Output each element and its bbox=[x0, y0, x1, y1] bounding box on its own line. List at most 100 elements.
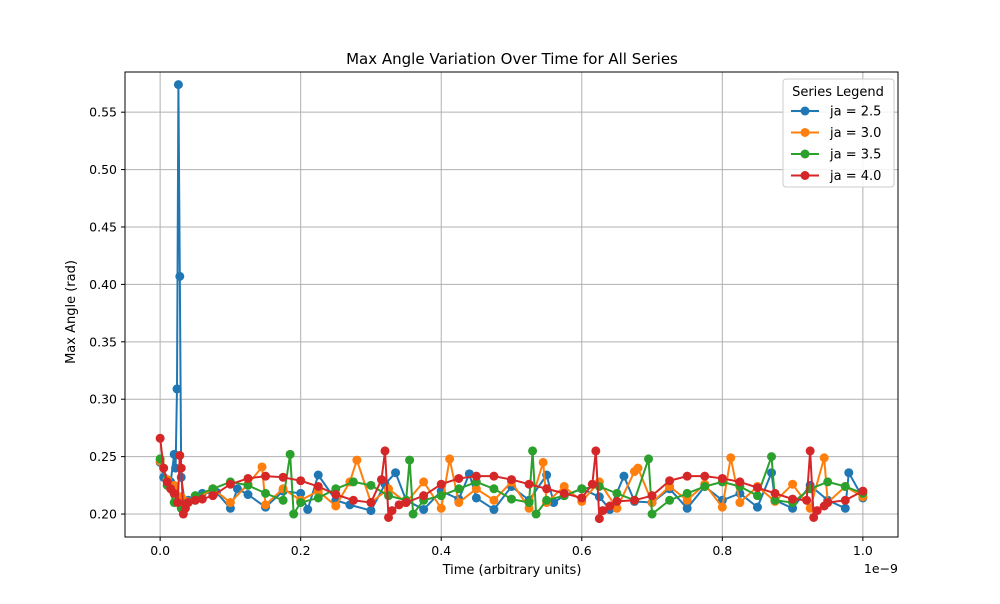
legend-entries: ja = 2.5 ja = 3.0 ja = 3.5 ja = 4.0 bbox=[791, 105, 881, 184]
data-point bbox=[261, 500, 271, 510]
data-point bbox=[380, 446, 390, 456]
data-point bbox=[770, 495, 780, 505]
legend-marker bbox=[800, 149, 810, 159]
data-point bbox=[169, 488, 179, 498]
grid-lines bbox=[125, 72, 898, 537]
data-point bbox=[629, 495, 639, 505]
y-axis-ticks: 0.20 0.25 0.30 0.35 0.40 0.45 0.50 0.55 bbox=[89, 105, 125, 522]
data-point bbox=[175, 271, 185, 281]
data-point bbox=[594, 492, 604, 502]
data-point bbox=[549, 498, 559, 508]
legend-box bbox=[782, 78, 895, 188]
data-point bbox=[394, 500, 404, 510]
data-point bbox=[190, 495, 200, 505]
y-tick-label: 0.25 bbox=[89, 449, 117, 464]
legend-title: Series Legend bbox=[792, 85, 884, 100]
data-point bbox=[752, 502, 762, 512]
data-point bbox=[155, 433, 165, 443]
data-point bbox=[454, 473, 464, 483]
legend: Series Legend ja = 2.5ja = 3.0ja = 3.5ja… bbox=[782, 78, 895, 188]
data-point bbox=[531, 509, 541, 519]
data-point bbox=[612, 496, 622, 506]
data-point bbox=[598, 506, 608, 516]
data-point bbox=[665, 495, 675, 505]
data-point bbox=[387, 506, 397, 516]
data-point bbox=[454, 484, 464, 494]
x-tick-label: 0.4 bbox=[431, 543, 451, 558]
data-point bbox=[352, 455, 362, 465]
data-point bbox=[419, 477, 429, 487]
data-point bbox=[682, 471, 692, 481]
data-point bbox=[682, 503, 692, 513]
data-point bbox=[331, 490, 341, 500]
data-point bbox=[767, 468, 777, 478]
data-point bbox=[278, 495, 288, 505]
data-point bbox=[770, 488, 780, 498]
data-point bbox=[289, 509, 299, 519]
data-point bbox=[173, 80, 183, 90]
data-point bbox=[612, 488, 622, 498]
data-point bbox=[348, 495, 358, 505]
data-point bbox=[823, 477, 833, 487]
data-point bbox=[208, 484, 218, 494]
data-point bbox=[159, 463, 169, 473]
x-tick-label: 0.2 bbox=[291, 543, 311, 558]
data-point bbox=[802, 495, 812, 505]
plot-frame bbox=[124, 71, 899, 538]
data-point bbox=[682, 488, 692, 498]
data-point bbox=[542, 495, 552, 505]
data-point bbox=[232, 484, 242, 494]
data-point bbox=[507, 475, 516, 485]
data-point bbox=[735, 498, 745, 508]
data-point bbox=[840, 481, 850, 491]
y-tick-label: 0.45 bbox=[89, 220, 117, 235]
data-point bbox=[313, 470, 323, 480]
data-point bbox=[507, 494, 516, 504]
data-point bbox=[176, 463, 186, 473]
data-point bbox=[173, 498, 183, 508]
data-point bbox=[717, 473, 727, 483]
data-point bbox=[633, 463, 643, 473]
data-point bbox=[524, 479, 534, 489]
data-point bbox=[257, 462, 267, 472]
data-point bbox=[366, 498, 376, 508]
data-point bbox=[528, 446, 538, 456]
data-point bbox=[809, 512, 819, 522]
data-point bbox=[436, 503, 446, 513]
series-group bbox=[155, 433, 868, 524]
data-point bbox=[752, 491, 762, 501]
data-point bbox=[591, 446, 601, 456]
x-tick-label: 0.0 bbox=[150, 543, 170, 558]
x-axis-ticks: 0.0 0.2 0.4 0.6 0.8 1.0 bbox=[150, 537, 873, 558]
data-point bbox=[587, 479, 597, 489]
data-point bbox=[788, 479, 798, 489]
data-point bbox=[419, 504, 429, 514]
legend-marker bbox=[800, 171, 810, 180]
chart-title: Max Angle Variation Over Time for All Se… bbox=[346, 50, 678, 68]
data-point bbox=[812, 506, 822, 516]
data-point bbox=[577, 493, 587, 503]
legend-marker bbox=[800, 128, 810, 137]
data-point bbox=[542, 484, 552, 494]
data-point bbox=[647, 509, 657, 519]
data-point bbox=[489, 495, 499, 505]
data-point bbox=[605, 501, 615, 511]
data-point bbox=[331, 501, 341, 511]
data-point bbox=[313, 481, 323, 491]
data-point bbox=[296, 488, 306, 498]
data-point bbox=[840, 503, 850, 513]
data-point bbox=[366, 480, 376, 490]
y-tick-label: 0.20 bbox=[89, 507, 117, 522]
data-point bbox=[436, 479, 446, 489]
data-point bbox=[489, 471, 499, 481]
data-point bbox=[644, 454, 654, 464]
data-point bbox=[261, 471, 271, 481]
data-point bbox=[225, 479, 235, 489]
plot-series bbox=[155, 80, 868, 524]
data-point bbox=[405, 455, 415, 465]
data-point bbox=[261, 488, 271, 498]
data-point bbox=[436, 491, 446, 501]
data-point bbox=[819, 453, 829, 463]
